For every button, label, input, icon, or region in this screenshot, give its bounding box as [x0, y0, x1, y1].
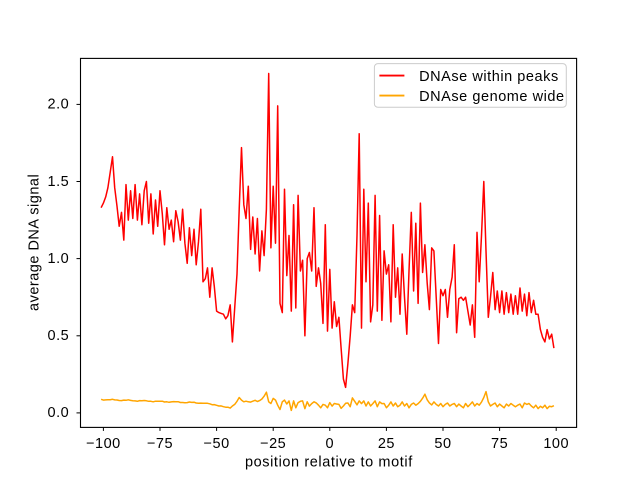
svg-text:average DNA signal: average DNA signal	[27, 174, 43, 311]
svg-text:50: 50	[434, 436, 451, 452]
svg-text:0: 0	[326, 436, 335, 452]
svg-text:DNAse genome wide: DNAse genome wide	[419, 89, 565, 105]
svg-text:−50: −50	[204, 436, 230, 452]
svg-text:75: 75	[491, 436, 508, 452]
svg-text:−25: −25	[260, 436, 286, 452]
svg-text:2.0: 2.0	[48, 97, 70, 113]
svg-text:−75: −75	[147, 436, 173, 452]
svg-text:−100: −100	[86, 436, 121, 452]
svg-text:0.0: 0.0	[48, 405, 70, 421]
svg-text:1.0: 1.0	[48, 251, 70, 267]
svg-text:0.5: 0.5	[48, 328, 70, 344]
svg-text:1.5: 1.5	[48, 174, 70, 190]
svg-text:position relative to motif: position relative to motif	[245, 455, 413, 471]
svg-text:DNAse within peaks: DNAse within peaks	[419, 69, 559, 85]
svg-text:25: 25	[378, 436, 395, 452]
svg-text:100: 100	[543, 436, 569, 452]
